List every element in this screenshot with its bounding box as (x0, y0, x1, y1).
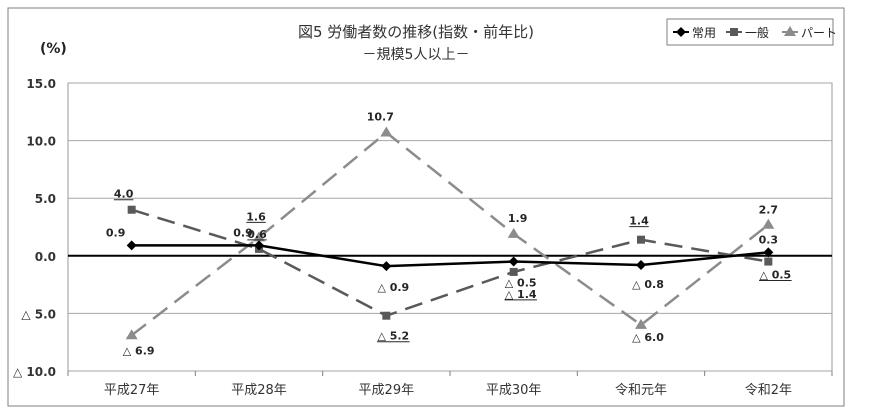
series-2-marker (635, 318, 647, 329)
y-tick-label: 10.0 (26, 135, 56, 149)
x-tick-label: 令和元年 (615, 383, 667, 398)
data-label: 0.3 (759, 233, 779, 246)
series-line-1 (131, 208, 769, 318)
grid-layer: 15.0 10.0 5.0 0.0 △ 5.0 △ 10.0 平成27年 平成28年 平成29年… (13, 77, 833, 398)
data-label: 0.9 (106, 226, 126, 239)
y-tick-label: △ 5.0 (21, 307, 56, 321)
x-tick-label: 令和2年 (745, 383, 792, 398)
legend-box (666, 18, 834, 46)
chart-subtitle: －規模5人以上－ (363, 47, 470, 63)
data-label: 0.9 (233, 226, 253, 239)
series-2-group (125, 126, 775, 340)
series-2-marker (380, 126, 393, 137)
series-1-marker (127, 205, 136, 214)
series-1-marker (382, 311, 391, 320)
x-tick-label: 平成28年 (231, 383, 287, 398)
y-tick-label: 0.0 (35, 250, 56, 264)
series-0-marker (636, 260, 646, 271)
legend-label: 常用 (692, 26, 716, 40)
data-label: 1.4 (629, 215, 649, 228)
data-label: 1.6 (246, 210, 266, 223)
data-label: △ 6.9 (123, 344, 155, 357)
data-label: △ 5.2 (377, 330, 409, 343)
legend-marker (784, 26, 796, 36)
y-tick-label: △ 10.0 (13, 365, 56, 379)
data-label: 1.9 (508, 212, 528, 225)
series-1-marker (509, 267, 518, 276)
data-label: 10.7 (367, 111, 394, 124)
series-0-marker (763, 247, 774, 258)
series-1-marker (637, 235, 645, 244)
series-0-marker (381, 261, 392, 272)
series-0-marker (254, 240, 264, 251)
data-label: △ 0.5 (505, 277, 537, 290)
data-label: △ 0.9 (377, 281, 409, 294)
data-label: 4.0 (114, 188, 134, 201)
series-2-marker (125, 329, 138, 340)
data-label: △ 6.0 (632, 331, 664, 344)
series-line-0 (131, 244, 769, 268)
series-1-marker (764, 257, 773, 266)
series-layer (125, 126, 775, 340)
chart-title: 図5 労働者数の推移(指数・前年比) (298, 23, 534, 41)
series-2-marker (253, 231, 265, 242)
series-2-marker (762, 218, 775, 229)
label-layer: 0.9 0.9 △ 0.9 △ 0.5 △ 0.8 0.3 4.0 0.6 △ 5.2 △ 1.4… (106, 111, 792, 357)
x-tick-label: 平成30年 (486, 383, 542, 398)
series-line-2 (130, 130, 770, 337)
series-0-marker (126, 240, 137, 251)
legend-label: 一般 (745, 25, 769, 40)
legend-marker (676, 27, 686, 37)
legend-label: パート (801, 26, 837, 40)
data-label: △ 0.8 (632, 278, 664, 291)
series-2-marker (507, 227, 520, 238)
series-0-group (126, 240, 774, 272)
x-tick-label: 平成29年 (359, 383, 415, 398)
y-tick-label: 15.0 (26, 77, 56, 91)
data-label: △ 0.5 (759, 269, 791, 282)
legend: 常用 一般 パート (666, 18, 837, 46)
data-label: 2.7 (759, 204, 779, 217)
legend-marker (730, 28, 738, 36)
series-0-marker (508, 256, 519, 267)
data-label: 0.6 (247, 228, 267, 241)
x-tick-label: 平成27年 (104, 383, 160, 398)
y-tick-label: 5.0 (35, 192, 56, 206)
data-label: △ 1.4 (505, 288, 537, 301)
outer-border (7, 7, 845, 407)
y-axis-label: (%) (40, 41, 67, 57)
